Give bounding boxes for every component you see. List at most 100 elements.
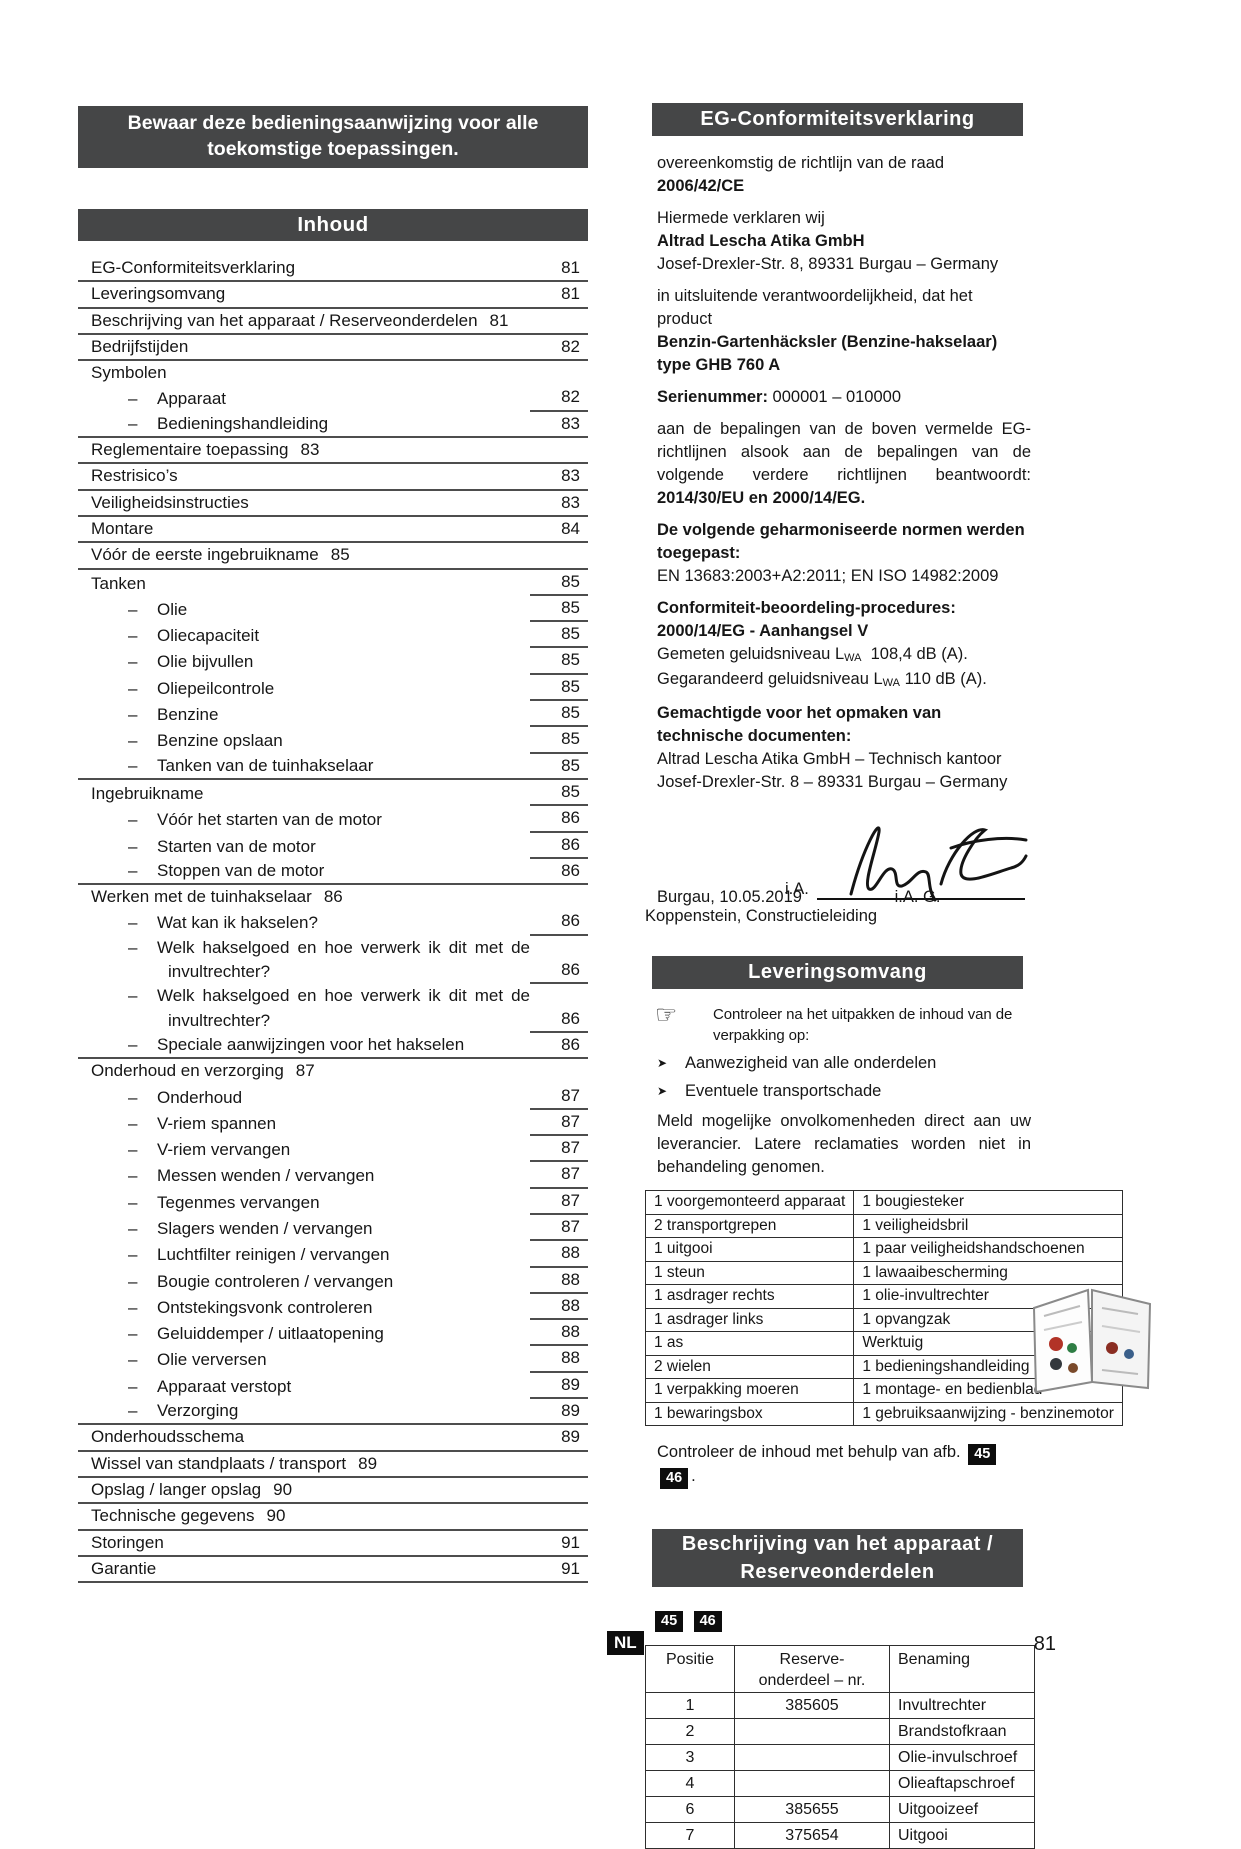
toc-entry-page: 86 [530,806,588,833]
toc-entry: Ingebruikname 85 [78,780,588,807]
toc-entry-page: 86 [530,833,588,859]
notice-text: Bewaar deze bedieningsaanwijzing voor al… [127,112,539,160]
text-run: Hiermede verklaren wij [657,209,825,227]
part-number-cell: 375654 [734,1822,890,1849]
toc-entry: – Bedieningshandleiding 83 [78,412,588,439]
text-run: Altrad Lescha Atika GmbH [657,232,865,250]
name-cell: Brandstofkraan [889,1718,1035,1745]
delivery-item-cell: 1 bougiesteker [853,1190,1123,1215]
toc-entry-page: 91 [561,1532,580,1552]
figure-badge-46: 46 [693,1611,722,1632]
toc-entry: Wissel van standplaats / transport 89 [78,1452,588,1478]
toc-entry: – Olie bijvullen 85 [78,648,588,675]
toc-entry-label: – Ontstekingsvonk controleren [128,1296,372,1320]
toc-entry-page: 85 [530,596,588,623]
toc-entry-page: 85 [530,675,588,702]
toc-entry-page: 85 [530,648,588,675]
toc-entry-label: – V-riem spannen [128,1112,276,1136]
toc-entry-page: 88 [530,1241,588,1268]
figure-badges-row: 45 46 [652,1611,1037,1632]
part-number-cell [734,1744,890,1771]
toc-entry: – Olie verversen 88 [78,1346,588,1373]
position-cell: 1 [645,1692,735,1719]
toc-entry: – Speciale aanwijzingen voor het hakselen… [78,1033,588,1060]
toc-entry: – Bougie controleren / vervangen 88 [78,1268,588,1294]
toc-entry-label: – Bougie controleren / vervangen [128,1270,393,1294]
toc-entry-dash: – [128,389,138,409]
text-run: WA [844,652,862,664]
toc-entry-page: 89 [561,1427,580,1447]
signature-ia-label: i.A. [785,880,809,898]
toc-entry-label: – Slagers wenden / vervangen [128,1217,372,1241]
toc-entry-label: Leveringsomvang [91,284,226,304]
part-number-cell [734,1718,890,1745]
toc-entry-page: 85 [530,570,588,596]
eg-declaration-line: Benzin-Gartenhäcksler (Benzine-hakselaar… [657,331,1031,377]
toc-entry-label: Montare [91,518,154,538]
toc-entry-dash: – [128,1166,138,1186]
toc-entry: – Welk hakselgoed en hoe verwerk ik dit m… [78,936,588,985]
delivery-item-cell: 1 veiligheidsbril [853,1213,1123,1238]
table-row: 3 Olie-invulschroef [645,1744,1035,1771]
toc-entry-page: 89 [530,1373,588,1400]
bullet-item: ➤ Eventuele transportschade [657,1081,1037,1102]
toc-entry-dash: – [128,1245,138,1265]
toc-entry-label: – Benzine [128,703,218,727]
toc-entry-dash: – [128,836,138,856]
toc-entry-inline-page: 83 [300,440,320,460]
toc-entry-page: 83 [561,466,580,486]
toc-entry-label: Bedrijfstijden [91,336,189,356]
toc-entry-inline-page: 90 [273,1479,293,1499]
position-cell: 6 [645,1796,735,1823]
text-run: 000001 – 010000 [767,388,902,406]
toc-entry-page: 88 [530,1268,588,1294]
toc-entry: – Tanken van de tuinhakselaar 85 [78,754,588,780]
table-header-row: Positie Reserve- onderdeel – nr. Benamin… [645,1645,1035,1693]
toc-entry-label: Vóór de eerste ingebruikname 85 [91,545,350,565]
position-cell: 2 [645,1718,735,1745]
toc-title: Inhoud [297,213,369,236]
text-run: De volgende geharmoniseerde normen werde… [657,521,1025,562]
toc-entry-page: 85 [530,727,588,754]
delivery-item-cell: 1 montage- en bedienblad [853,1378,1123,1403]
toc-entry-inline-page: 89 [358,1453,378,1473]
spare-parts-table: Positie Reserve- onderdeel – nr. Benamin… [645,1645,1035,1849]
toc-entry-label: Ingebruikname [91,783,204,803]
table-row: 1 uitgooi 1 paar veiligheidshandschoenen [644,1237,1123,1262]
manual-booklet-illustration [1032,1288,1152,1394]
toc-entry-label: – Vóór het starten van de motor [128,808,382,832]
eg-declaration-line: Hiermede verklaren wij [657,207,1031,230]
table-row: 2 transportgrepen 1 veiligheidsbril [644,1213,1123,1238]
text-run: Josef-Drexler-Str. 8, 89331 Burgau – Ger… [657,255,999,273]
text-run: Serienummer: [657,388,768,406]
toc-entry: – Stoppen van de motor 86 [78,859,588,886]
toc-entry-dash: – [128,599,138,619]
eg-declaration-header: EG-Conformiteitsverklaring [652,103,1023,136]
signature-line [817,898,1025,900]
position-cell: 3 [645,1744,735,1771]
table-row: 1 steun 1 lawaaibescherming [644,1260,1123,1285]
toc-entry-page: 86 [530,909,588,936]
toc-entry-label: Onderhoudsschema [91,1427,245,1447]
toc-entry-dash: – [128,1297,138,1317]
toc-entry-page: 89 [561,1401,580,1421]
part-number-cell [734,1770,890,1797]
toc-entry: – Geluiddemper / uitlaatopening 88 [78,1320,588,1347]
toc-entry-dash: – [128,1376,138,1396]
scope-of-delivery-header: Leveringsomvang [652,956,1023,989]
toc-entry-dash: – [128,626,138,646]
toc-entry: – Messen wenden / vervangen 87 [78,1162,588,1189]
toc-entry-label: – V-riem vervangen [128,1138,290,1162]
toc-entry-dash: – [128,913,138,933]
table-row: 1 asdrager rechts 1 olie-invultrechter [644,1284,1123,1309]
toc-entry-page: 81 [561,258,580,277]
toc-entry: – Tegenmes vervangen 87 [78,1189,588,1215]
table-row: 2 Brandstofkraan [645,1718,1035,1745]
text-run: aan de bepalingen van de boven vermelde … [657,420,1031,484]
eg-declaration-line: De volgende geharmoniseerde normen werde… [657,519,1031,565]
toc-entry: Werken met de tuinhakselaar 86 [78,885,588,909]
toc-entry-dash: – [128,755,138,775]
toc-entry-label: Garantie [91,1558,157,1578]
toc-entry: Technische gegevens 90 [78,1504,588,1531]
toc-entry: Reglementaire toepassing 83 [78,438,588,465]
